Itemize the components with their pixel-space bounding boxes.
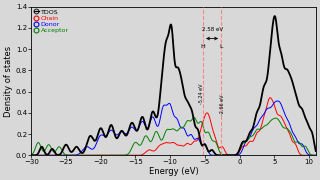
- Text: L: L: [219, 44, 223, 49]
- Donor: [308, 154, 312, 156]
- Acceptor: [79, 154, 83, 156]
- TDOS: [29, 154, 33, 156]
- Donor: [29, 154, 33, 156]
- Chain: [151, 150, 155, 152]
- X-axis label: Energy (eV): Energy (eV): [149, 167, 198, 176]
- Acceptor: [278, 121, 282, 123]
- TDOS: [308, 128, 312, 130]
- Chain: [29, 154, 33, 156]
- Line: TDOS: TDOS: [31, 16, 316, 155]
- Chain: [278, 114, 282, 116]
- Donor: [276, 100, 280, 102]
- TDOS: [151, 110, 155, 112]
- Chain: [139, 154, 142, 156]
- Y-axis label: Density of states: Density of states: [4, 45, 13, 116]
- Text: -2.66 eV: -2.66 eV: [220, 94, 225, 115]
- Chain: [79, 154, 83, 156]
- Line: Donor: Donor: [31, 101, 316, 155]
- TDOS: [139, 120, 142, 122]
- Donor: [79, 151, 83, 154]
- Acceptor: [62, 152, 66, 154]
- Donor: [151, 116, 155, 118]
- Acceptor: [308, 153, 312, 155]
- TDOS: [62, 147, 66, 149]
- Text: 2.58 eV: 2.58 eV: [202, 27, 223, 32]
- Acceptor: [139, 144, 142, 146]
- Donor: [278, 101, 282, 103]
- TDOS: [223, 154, 227, 156]
- Chain: [308, 154, 312, 156]
- Acceptor: [29, 154, 33, 156]
- Acceptor: [192, 116, 196, 118]
- Chain: [62, 154, 66, 156]
- Chain: [314, 154, 318, 156]
- TDOS: [278, 47, 282, 49]
- Donor: [62, 154, 66, 156]
- Legend: TDOS, Chain, Donor, Acceptor: TDOS, Chain, Donor, Acceptor: [33, 8, 70, 35]
- TDOS: [79, 151, 83, 153]
- Text: -5.24 eV: -5.24 eV: [199, 84, 204, 104]
- Acceptor: [151, 137, 155, 139]
- Donor: [314, 154, 318, 156]
- Text: H: H: [201, 44, 205, 49]
- TDOS: [273, 15, 276, 17]
- Line: Chain: Chain: [31, 98, 316, 155]
- Donor: [139, 123, 142, 125]
- TDOS: [314, 150, 318, 152]
- Acceptor: [314, 154, 318, 156]
- Acceptor: [91, 154, 95, 156]
- Line: Acceptor: Acceptor: [31, 117, 316, 155]
- Chain: [268, 97, 272, 99]
